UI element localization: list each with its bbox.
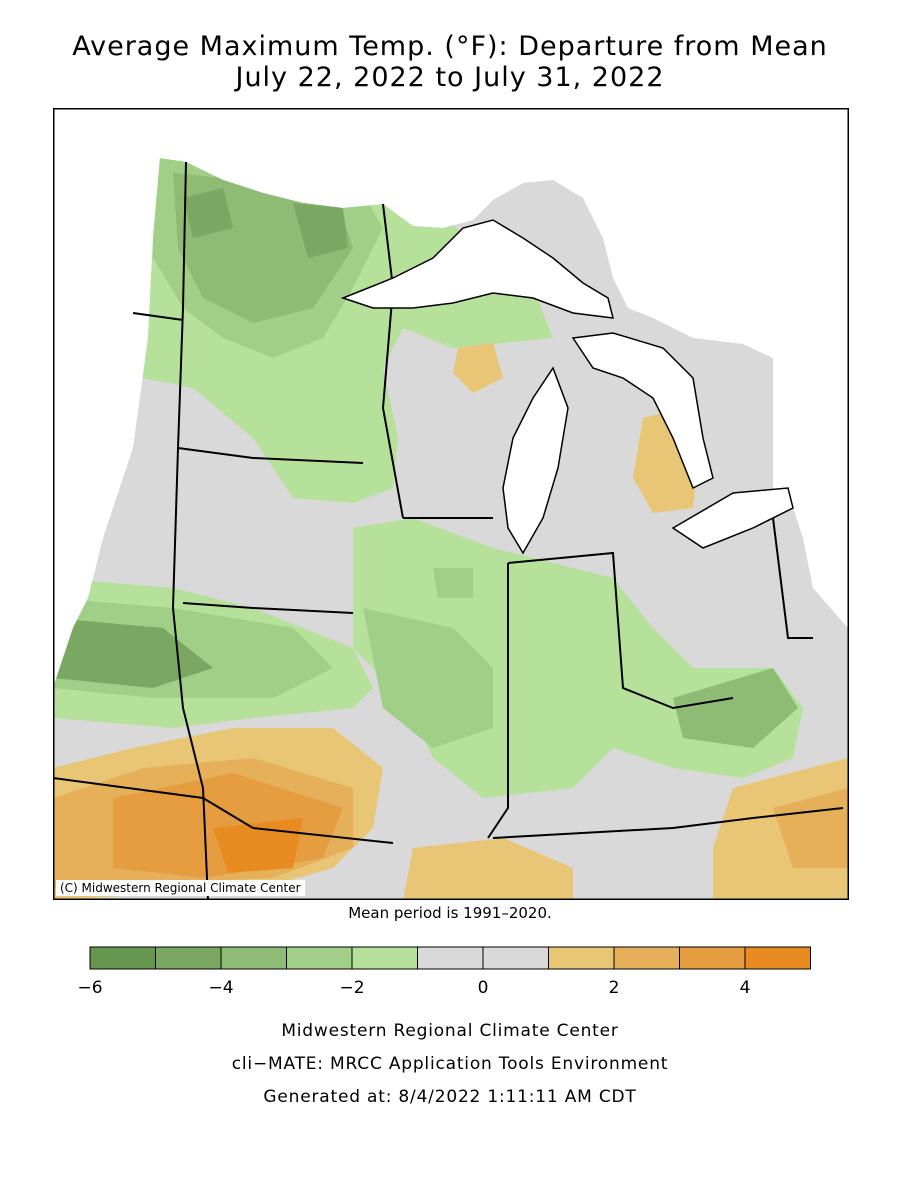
legend-bin <box>744 946 811 970</box>
legend-bin <box>613 946 680 970</box>
footer-application: cli−MATE: MRCC Application Tools Environ… <box>231 1054 669 1074</box>
footer-organization: Midwestern Regional Climate Center <box>281 1021 619 1041</box>
mean-period-note: Mean period is 1991–2020. <box>348 904 552 922</box>
legend-bin <box>417 946 484 970</box>
legend-bin <box>482 946 549 970</box>
legend-tick-label: −2 <box>339 978 364 998</box>
map-title: Average Maximum Temp. (°F): Departure fr… <box>72 31 828 62</box>
legend-bin <box>89 946 156 970</box>
legend-tick-label: 2 <box>609 978 620 998</box>
legend-bin <box>286 946 353 970</box>
map-credit: (C) Midwestern Regional Climate Center <box>56 880 305 896</box>
legend-bin <box>155 946 222 970</box>
legend-tick-label: 4 <box>740 978 751 998</box>
legend-tick-label: 0 <box>478 978 489 998</box>
legend-tick-label: −6 <box>77 978 102 998</box>
legend-tick-label: −4 <box>208 978 233 998</box>
legend-bin <box>220 946 287 970</box>
legend-bin <box>351 946 418 970</box>
color-legend: −6 −4 −2 0 2 4 <box>77 946 811 998</box>
map-date-range: July 22, 2022 to July 31, 2022 <box>235 62 665 93</box>
departure-map <box>53 108 849 900</box>
legend-bin <box>548 946 615 970</box>
legend-bin <box>679 946 746 970</box>
footer-generated-time: Generated at: 8/4/2022 1:11:11 AM CDT <box>263 1087 637 1107</box>
